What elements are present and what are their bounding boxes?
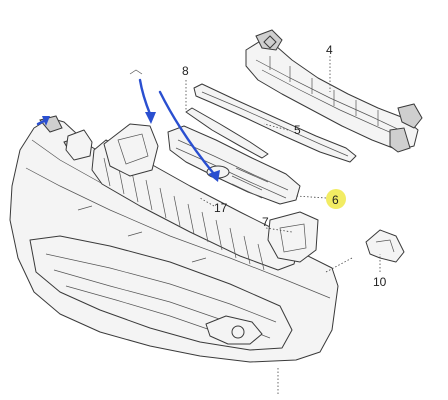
callout-17: 17 [214, 201, 228, 215]
clip-part [65, 129, 93, 161]
clip-hook [129, 69, 143, 75]
callout-6-highlight [326, 189, 346, 209]
grille-carrier [91, 123, 319, 271]
callout-6: 6 [332, 193, 339, 207]
part-10-bracket [365, 229, 405, 263]
callout-10: 10 [373, 275, 387, 289]
callout-4: 4 [326, 43, 333, 57]
part-5-grille-moulding [193, 83, 357, 163]
leader-lines [185, 56, 381, 396]
assembly-arrows [36, 78, 220, 182]
callout-8: 8 [182, 64, 189, 78]
part-6-radiator-grille [167, 125, 301, 205]
callout-5: 5 [294, 123, 301, 137]
part-4-reinforcement-beam [245, 29, 423, 153]
callout-7: 7 [262, 215, 269, 229]
part-8-upper-trim [185, 107, 269, 159]
